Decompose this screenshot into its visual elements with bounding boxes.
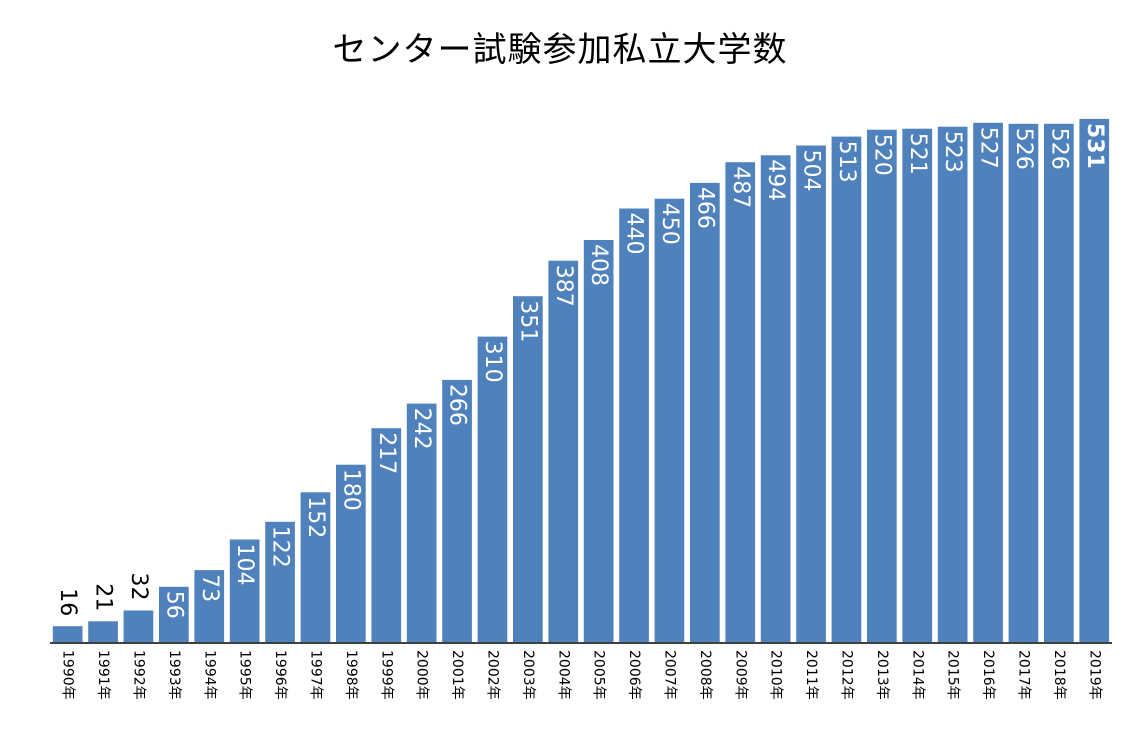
category-label-1: 1991年 [95,650,111,700]
category-label-0: 1990年 [60,650,76,700]
category-label-17: 2007年 [662,650,678,700]
category-label-11: 2001年 [449,650,465,700]
value-label-7: 152 [303,496,328,538]
category-label-20: 2010年 [768,650,784,700]
value-label-4: 73 [197,574,222,602]
category-label-25: 2015年 [945,650,961,700]
value-label-11: 266 [445,384,470,426]
bar-4 [194,570,225,642]
bar-0 [52,626,83,642]
value-label-25: 523 [940,131,965,173]
category-label-14: 2004年 [555,650,571,700]
bar-28 [1044,123,1074,643]
value-label-8: 180 [338,469,363,511]
bar-21 [796,145,826,642]
bar-19 [725,162,756,642]
bar-3 [159,586,189,642]
bar-11 [442,379,472,642]
value-label-29: 531 [1082,123,1107,169]
value-label-27: 526 [1011,128,1036,170]
category-label-18: 2008年 [697,650,713,700]
value-label-6: 122 [268,526,293,568]
bar-20 [760,155,791,643]
bar-25 [937,126,968,642]
bar-2 [123,610,154,642]
value-label-12: 310 [480,341,505,383]
value-label-20: 494 [763,159,788,201]
bar-12 [477,336,508,642]
category-label-24: 2014年 [909,650,925,700]
value-label-19: 487 [728,166,753,208]
value-label-26: 527 [976,127,1001,169]
category-label-8: 1998年 [343,650,359,700]
value-label-17: 450 [657,203,682,245]
value-label-28: 526 [1046,128,1071,170]
category-label-23: 2013年 [874,650,890,700]
value-label-14: 387 [551,265,576,307]
value-label-2: 32 [126,573,151,601]
bar-13 [513,296,543,642]
value-label-24: 521 [905,133,930,175]
bar-17 [654,198,685,642]
category-label-19: 2009年 [732,650,748,700]
bar-23 [867,129,897,642]
value-label-13: 351 [515,300,540,342]
category-label-3: 1993年 [166,650,182,700]
bar-16 [619,208,649,642]
bar-14 [548,260,579,642]
bar-8 [336,464,366,642]
category-label-13: 2003年 [520,650,536,700]
chart-title: センター試験参加私立大学数 [332,30,788,70]
bar-7 [300,492,331,642]
category-label-7: 1997年 [308,650,324,700]
bar-18 [690,182,720,642]
bar-22 [831,136,862,642]
value-label-15: 408 [586,244,611,286]
category-label-16: 2006年 [626,650,642,700]
bar-10 [406,403,437,642]
bar-5 [229,539,260,642]
category-label-21: 2011年 [803,650,819,700]
bar-24 [902,128,933,642]
value-label-16: 440 [622,213,647,255]
category-label-29: 2019年 [1086,650,1102,700]
value-label-3: 56 [161,591,186,619]
value-label-21: 504 [799,150,824,192]
bar-26 [973,122,1003,643]
value-label-22: 513 [834,141,859,183]
value-label-1: 21 [91,583,116,611]
value-label-10: 242 [409,408,434,450]
category-label-2: 1992年 [131,650,147,700]
category-label-26: 2016年 [980,650,996,700]
category-label-10: 2000年 [414,650,430,700]
bar-15 [583,240,614,642]
category-label-15: 2005年 [591,650,607,700]
category-label-6: 1996年 [272,650,288,700]
bar-9 [371,428,402,642]
value-label-0: 16 [55,588,80,616]
category-label-4: 1994年 [201,650,217,700]
category-label-22: 2012年 [839,650,855,700]
bar-1 [88,621,118,642]
category-label-28: 2018年 [1051,650,1067,700]
value-label-9: 217 [374,432,399,474]
value-label-5: 104 [232,544,257,586]
value-label-18: 466 [692,187,717,229]
bar-29 [1079,118,1110,642]
bar-27 [1008,123,1039,643]
bar-6 [265,521,295,642]
category-label-5: 1995年 [237,650,253,700]
category-label-12: 2002年 [485,650,501,700]
category-label-27: 2017年 [1016,650,1032,700]
category-label-9: 1999年 [378,650,394,700]
value-label-23: 520 [869,134,894,176]
